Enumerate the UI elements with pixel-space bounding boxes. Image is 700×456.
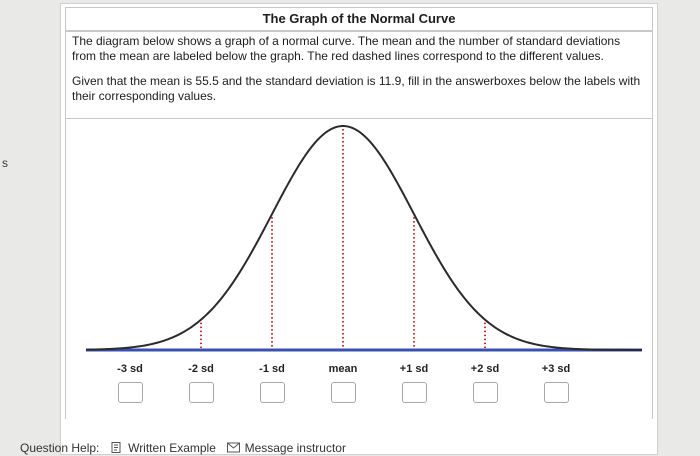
label-minus-1sd: -1 sd: [259, 363, 285, 375]
label-plus-3sd: +3 sd: [542, 363, 570, 375]
question-help-row: Question Help: Written Example Message i…: [20, 440, 346, 455]
normal-curve-svg: -3 sd -2 sd -1 sd mean +1 sd +2 sd +3 sd: [85, 125, 643, 375]
left-margin-marker: s: [2, 156, 8, 170]
answer-box-minus-3sd[interactable]: [117, 382, 143, 403]
question-description: The diagram below shows a graph of a nor…: [65, 31, 653, 119]
answer-box-mean[interactable]: [330, 382, 356, 403]
written-example-link[interactable]: Written Example: [128, 440, 216, 455]
normal-curve: [85, 125, 643, 351]
question-help-label: Question Help:: [20, 440, 100, 455]
answer-box-minus-2sd[interactable]: [188, 382, 214, 403]
mail-icon: [227, 442, 241, 453]
question-title: The Graph of the Normal Curve: [65, 7, 653, 31]
description-paragraph-2: Given that the mean is 55.5 and the stan…: [72, 74, 641, 103]
label-mean: mean: [329, 363, 358, 375]
answer-box-plus-3sd[interactable]: [543, 382, 569, 403]
message-instructor-link[interactable]: Message instructor: [244, 440, 346, 455]
label-minus-2sd: -2 sd: [188, 363, 214, 375]
description-paragraph-1: The diagram below shows a graph of a nor…: [72, 34, 621, 63]
label-plus-1sd: +1 sd: [400, 363, 428, 375]
label-plus-2sd: +2 sd: [471, 363, 499, 375]
question-panel: The Graph of the Normal Curve The diagra…: [60, 3, 658, 455]
answer-box-minus-1sd[interactable]: [259, 382, 285, 403]
document-icon: [111, 442, 123, 454]
answer-box-plus-1sd[interactable]: [401, 382, 427, 403]
normal-curve-graph: -3 sd -2 sd -1 sd mean +1 sd +2 sd +3 sd: [65, 119, 653, 419]
answer-box-plus-2sd[interactable]: [472, 382, 498, 403]
label-minus-3sd: -3 sd: [117, 363, 143, 375]
